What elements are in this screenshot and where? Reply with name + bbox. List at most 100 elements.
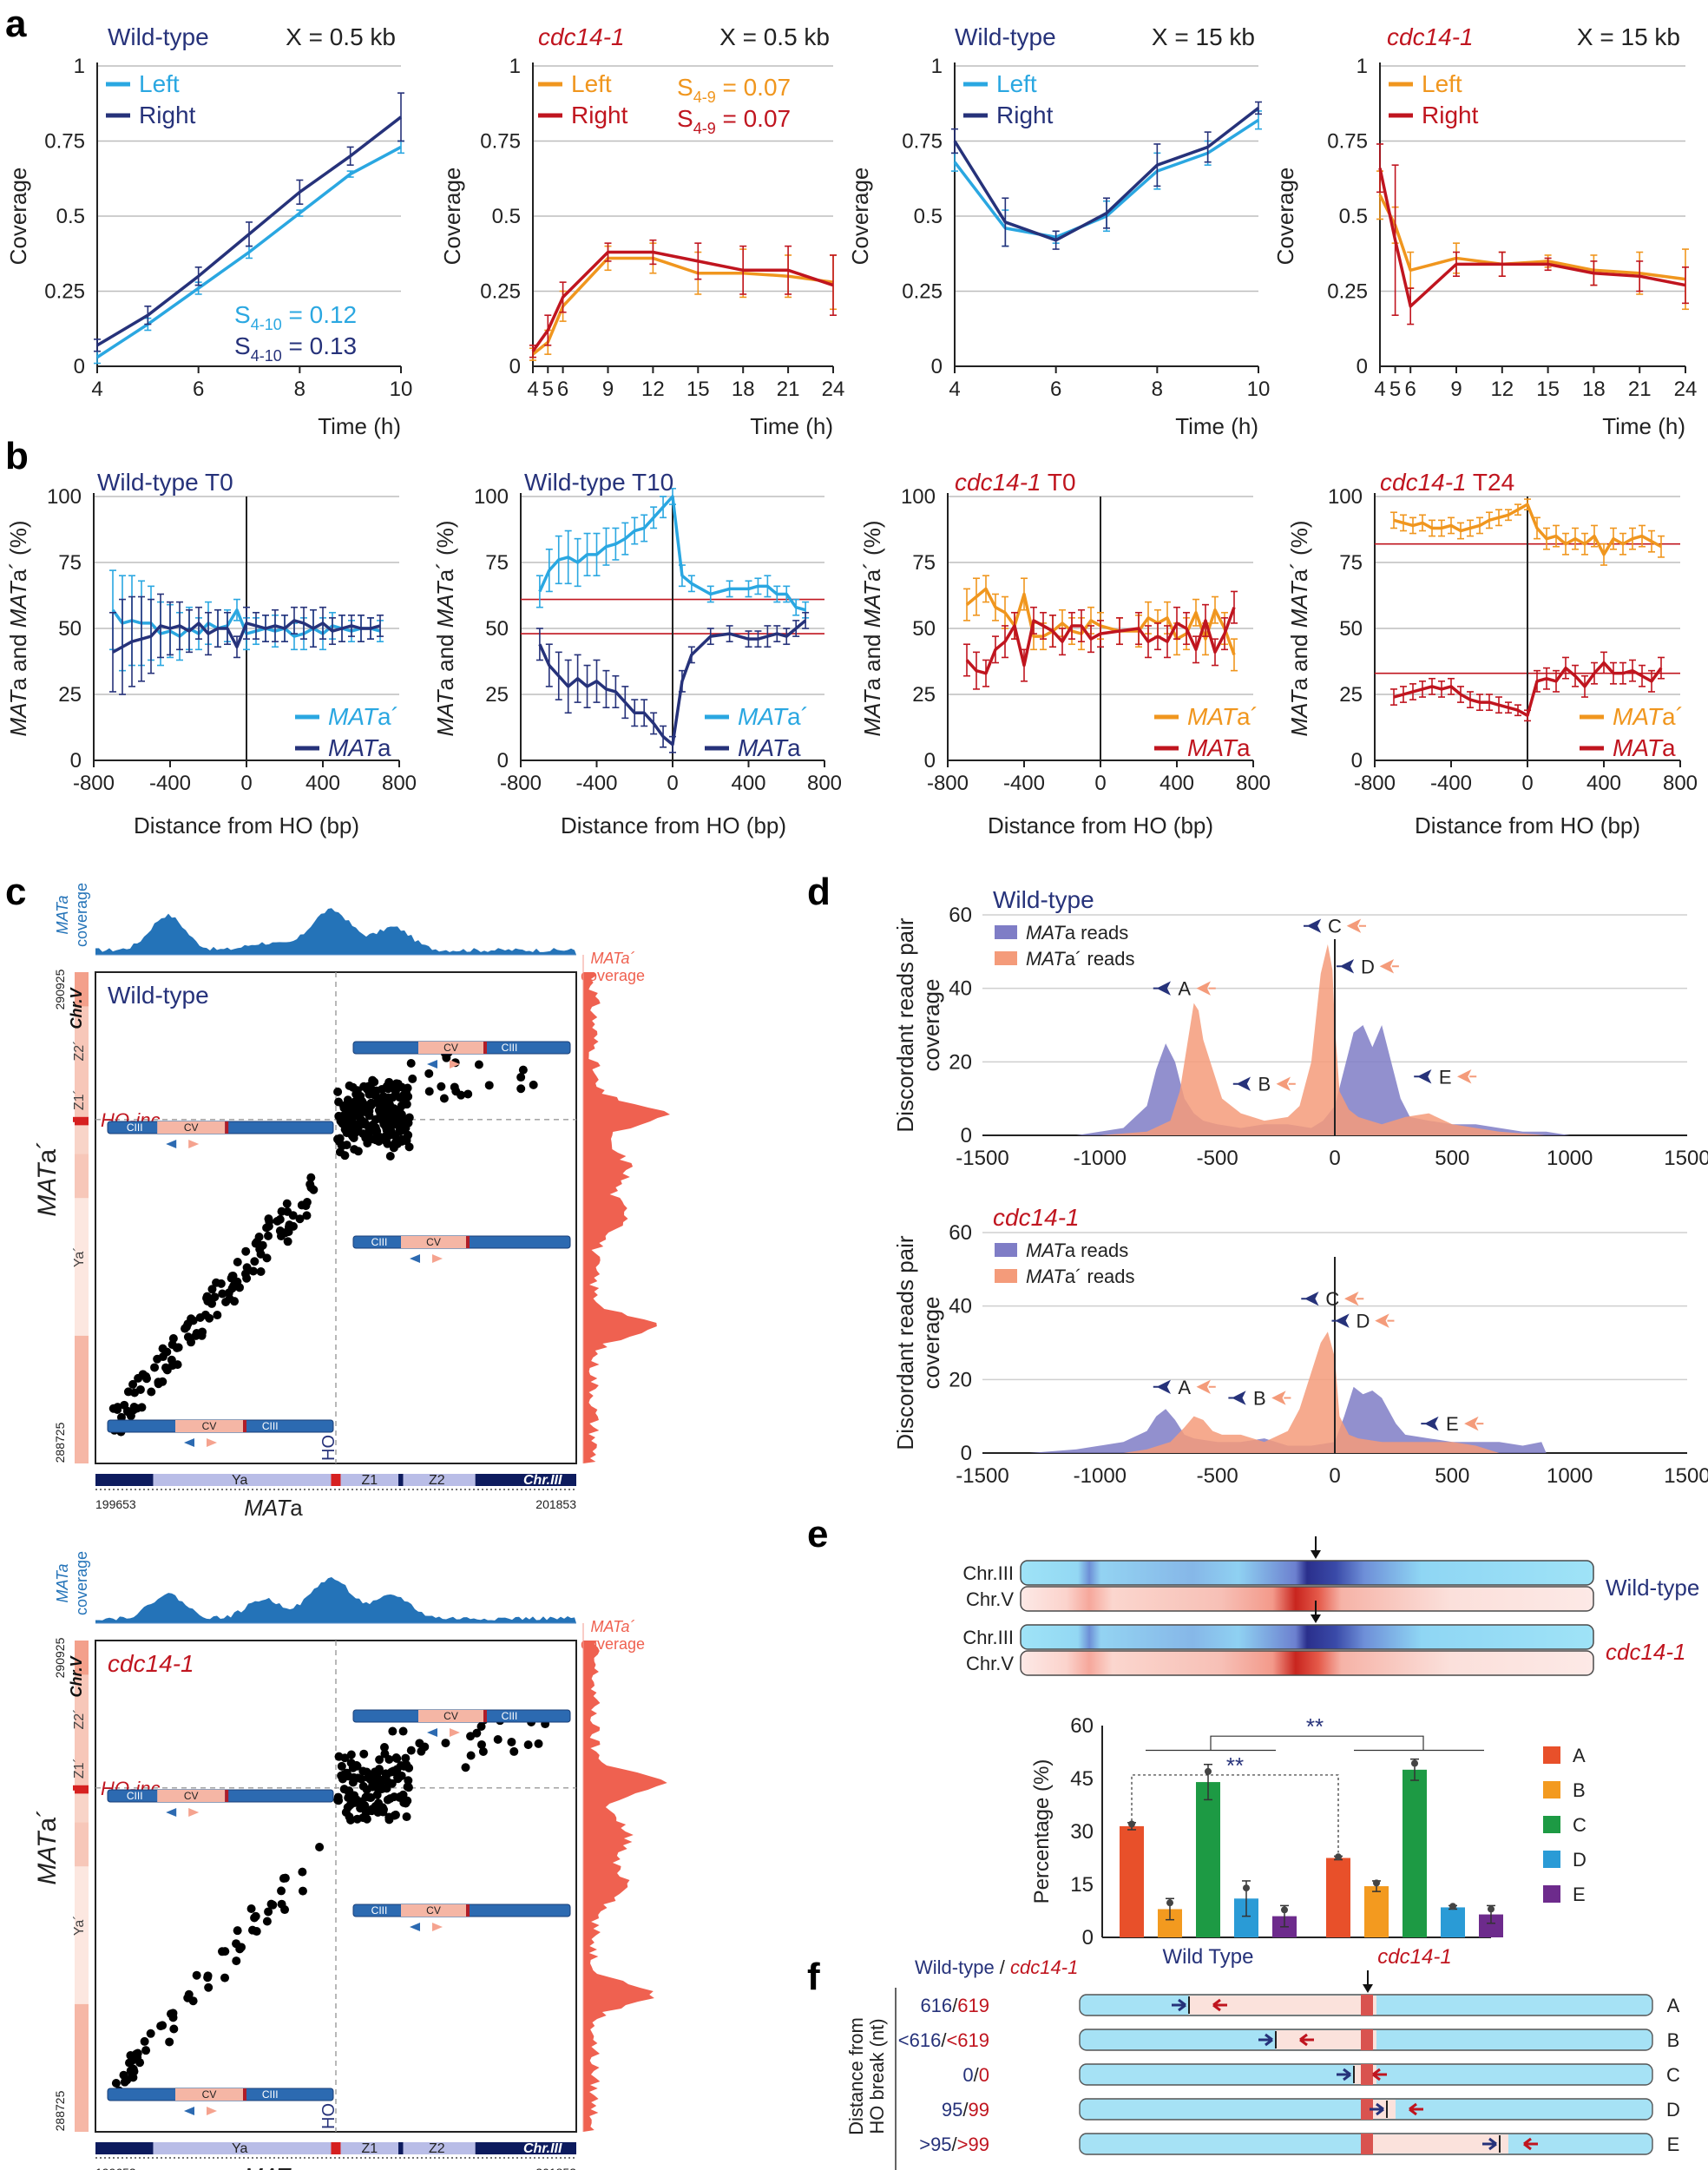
scatter-point [365,1775,375,1785]
chart-title: Wild-type [108,23,209,50]
scatter-point [391,1079,401,1088]
scatter-point [350,1791,359,1800]
chr3-segment [331,1474,341,1486]
heatmap-group-label: cdc14-1 [1606,1639,1686,1665]
scatter-point [213,1311,222,1320]
x-tick-label: 18 [732,378,755,401]
ho-site [1361,2134,1373,2154]
construct-diagram: CV CIII [107,1419,334,1447]
scatter-point [298,1867,307,1877]
scatter-point [406,1746,416,1755]
bar [1120,1825,1144,1937]
pink-region [1368,2134,1508,2154]
distance-wt: 95 [942,2099,962,2121]
region-label: Z1´ [72,1758,87,1779]
heatmap-chr5-wt [1020,1586,1594,1612]
mata-coverage-area [95,1576,576,1623]
chart-a4: 0 0.25 0.5 0.75 1 4 5 6 9 12 15 18 21 24 Time (h) Cover… [1272,23,1697,439]
x-tick-label: 21 [777,378,800,401]
y-coordinate-top: 290925 [53,1637,67,1678]
y-tick-label: 40 [949,1295,972,1318]
chr5-segment [75,972,89,1007]
primer-arrow-icon [432,1923,443,1931]
row-label: A [1667,1995,1680,2016]
scatter-point [366,1098,376,1108]
chart-title: cdc14-1 T24 [1380,469,1514,496]
scatter-point [404,1142,414,1152]
legend-label-suffix: a reads [1065,1240,1128,1261]
x-tick-label: -1000 [1074,1147,1127,1170]
x-tick-label: 1500 [1664,1464,1708,1488]
region-label: Ya [232,2141,247,2156]
y-tick-label: 0.5 [492,205,521,228]
scatter-point [224,1288,233,1298]
y-axis-label-part: MAT [5,688,31,736]
x-tick-label: 0 [240,772,252,795]
x-axis-label: Distance from HO (bp) [988,812,1213,838]
y-tick-label: 50 [58,617,82,641]
reads-arrow-icon [1153,981,1172,996]
scatter-point [523,1740,533,1750]
x-tick-label: -1500 [956,1464,1008,1488]
replicate-dot [1281,1906,1288,1914]
panel-label-b: b [5,435,29,477]
significance-bracket [1146,1735,1484,1752]
y-tick-label: 0.75 [480,130,521,154]
chr3-segment [398,1474,404,1486]
chr5-segment [75,2003,89,2132]
scatter-point [350,1145,359,1154]
x-tick-label: -800 [927,772,969,795]
y-tick-label: 1 [509,55,521,78]
scatter-point [335,1147,345,1157]
chr3-segment [340,1474,399,1486]
slope-annotation: S4-9 = 0.07 [677,105,791,137]
scatter-point [254,1233,264,1242]
mata-coverage-label: MATa [54,1563,71,1602]
scatter-point [370,1077,379,1087]
construct-diagram: CV CIII [107,1789,334,1817]
heatmap-chr3-wt [1020,1560,1594,1586]
legend-label-gene: MAT [1187,734,1238,761]
scatter-point [400,1100,410,1109]
scatter-point [128,1379,138,1389]
slope-annotation: S4-10 = 0.12 [234,301,357,333]
ho-label: HO [319,1435,338,1461]
scatter-point [389,1143,398,1153]
primer-arrow-icon [188,1140,200,1148]
x-tick-label: 0 [1329,1464,1340,1488]
cv-segment [157,1790,226,1802]
junction-mark [243,2088,246,2101]
y-axis-label: Coverage [5,168,31,266]
junction-mark [483,1710,487,1722]
chr5-label: Chr.V [68,1655,85,1698]
chr5-segment [75,1198,89,1336]
chart-a2: 0 0.25 0.5 0.75 1 4 5 6 9 12 15 18 21 24 Time (h) Cover… [439,23,844,439]
x-axis-label: MATa [244,2163,303,2170]
scatter-point [379,1743,389,1752]
panel-f-ylabel-2: HO break (nt) [866,2018,888,2134]
scatter-point [408,1074,417,1083]
y-axis-label: Coverage [439,168,465,266]
ciii-label: CIII [127,1790,143,1802]
read-arrow-icon [1372,2068,1387,2081]
reads-arrow-icon [1379,959,1399,974]
bar-group-label: Wild Type [1163,1945,1254,1969]
legend-swatch [995,925,1017,939]
ho-label: HO [319,2103,338,2129]
heatmap-row-label: Chr.III [962,1627,1014,1648]
chart-b4: 0 25 50 75 100 -800 -400 0 400 800 Distance from H… [1286,469,1698,838]
y-axis-label: Discordant reads pair [892,1235,918,1450]
chr3-segment [95,2142,154,2154]
legend-label: MATa´ [1613,703,1684,730]
scatter-point [364,1121,373,1131]
scatter-point [378,1092,388,1101]
scatter-point [280,1873,290,1883]
scatter-point [395,1093,404,1102]
y-tick-label: 60 [949,904,972,927]
y-tick-label: 100 [47,485,82,509]
scatter-point [516,1084,526,1094]
chart-title-gene: cdc14-1 [955,469,1041,496]
replicate-dot [1411,1759,1418,1767]
slope-value: = 0.13 [282,332,357,359]
slope-subscript: 4-10 [251,347,282,365]
